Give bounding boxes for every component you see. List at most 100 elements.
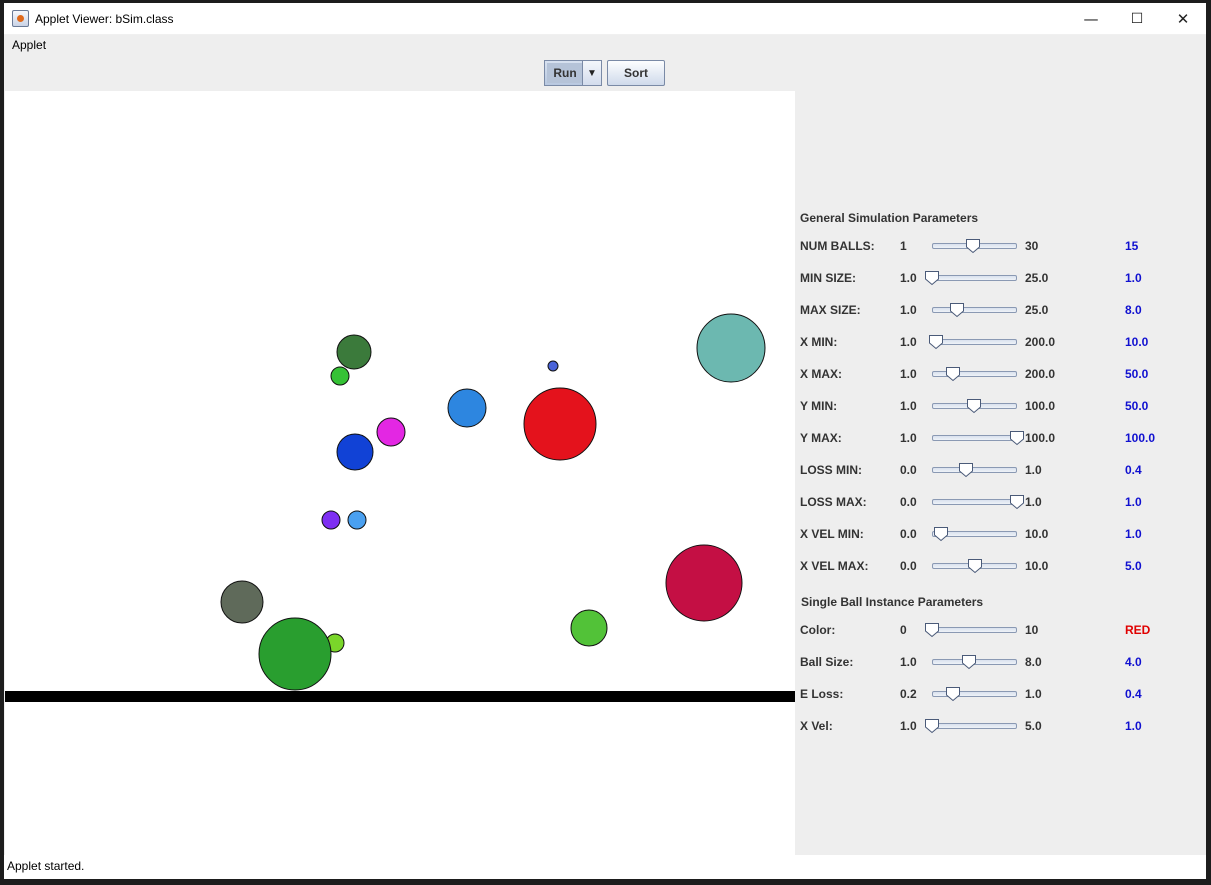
param-max: 100.0	[1025, 399, 1056, 413]
slider-thumb-icon[interactable]	[945, 366, 961, 382]
slider-thumb-icon[interactable]	[924, 718, 940, 734]
param-max: 25.0	[1025, 271, 1049, 285]
param-min: 0.0	[900, 559, 917, 573]
run-mode-dropdown[interactable]: Run ▼	[544, 60, 602, 86]
slider-thumb-icon[interactable]	[1009, 430, 1025, 446]
param-label: MIN SIZE:	[800, 271, 856, 285]
slider-thumb-icon[interactable]	[967, 558, 983, 574]
param-slider-track[interactable]	[932, 467, 1017, 473]
slider-thumb-icon[interactable]	[965, 238, 981, 254]
ball	[321, 510, 341, 530]
param-label: X MIN:	[800, 335, 838, 349]
param-row: X MIN: 1.0 200.0 10.0	[795, 332, 1206, 352]
slider-thumb-icon[interactable]	[961, 654, 977, 670]
dropdown-arrow-icon[interactable]: ▼	[582, 61, 601, 85]
param-row: Color: 0 10 RED	[795, 620, 1206, 640]
ball	[447, 388, 487, 428]
ground-line	[5, 691, 795, 702]
ball	[547, 360, 559, 372]
param-label: MAX SIZE:	[800, 303, 861, 317]
param-slider-track[interactable]	[932, 531, 1017, 537]
slider-thumb-icon[interactable]	[924, 270, 940, 286]
param-value: 4.0	[1125, 655, 1142, 669]
param-max: 10.0	[1025, 559, 1049, 573]
param-label: LOSS MIN:	[800, 463, 862, 477]
slider-thumb-icon[interactable]	[928, 334, 944, 350]
param-max: 10	[1025, 623, 1039, 637]
param-min: 1.0	[900, 367, 917, 381]
param-slider-track[interactable]	[932, 307, 1017, 313]
param-value: 5.0	[1125, 559, 1142, 573]
menu-applet[interactable]: Applet	[12, 38, 47, 52]
close-button[interactable]: ✕	[1176, 10, 1190, 28]
param-max: 30	[1025, 239, 1039, 253]
param-max: 100.0	[1025, 431, 1056, 445]
param-row: LOSS MAX: 0.0 1.0 1.0	[795, 492, 1206, 512]
menu-bar: Applet	[4, 36, 1206, 56]
param-min: 0.0	[900, 527, 917, 541]
ball	[258, 617, 332, 691]
param-slider-track[interactable]	[932, 435, 1017, 441]
param-label: Y MIN:	[800, 399, 838, 413]
applet-viewer-window: Applet Viewer: bSim.class — ☐ ✕ Applet R…	[4, 3, 1206, 879]
param-value: 50.0	[1125, 367, 1149, 381]
param-slider-track[interactable]	[932, 371, 1017, 377]
param-value: 0.4	[1125, 687, 1142, 701]
general-params-title: General Simulation Parameters	[800, 211, 979, 225]
param-min: 1	[900, 239, 907, 253]
param-row: Ball Size: 1.0 8.0 4.0	[795, 652, 1206, 672]
ball	[376, 417, 406, 447]
param-max: 5.0	[1025, 719, 1042, 733]
ball	[220, 580, 264, 624]
slider-thumb-icon[interactable]	[945, 686, 961, 702]
param-slider-track[interactable]	[932, 691, 1017, 697]
param-slider-track[interactable]	[932, 723, 1017, 729]
param-slider-track[interactable]	[932, 499, 1017, 505]
param-slider-track[interactable]	[932, 339, 1017, 345]
param-value: 0.4	[1125, 463, 1142, 477]
param-min: 0	[900, 623, 907, 637]
window-title: Applet Viewer: bSim.class	[35, 12, 174, 26]
param-row: X MAX: 1.0 200.0 50.0	[795, 364, 1206, 384]
param-row: X Vel: 1.0 5.0 1.0	[795, 716, 1206, 736]
param-label: X VEL MAX:	[800, 559, 869, 573]
ball	[570, 609, 608, 647]
maximize-button[interactable]: ☐	[1130, 11, 1144, 27]
param-row: MIN SIZE: 1.0 25.0 1.0	[795, 268, 1206, 288]
param-max: 10.0	[1025, 527, 1049, 541]
slider-thumb-icon[interactable]	[924, 622, 940, 638]
ball	[336, 334, 372, 370]
param-value: 15	[1125, 239, 1139, 253]
param-max: 200.0	[1025, 367, 1056, 381]
param-min: 0.2	[900, 687, 917, 701]
slider-thumb-icon[interactable]	[966, 398, 982, 414]
param-min: 1.0	[900, 303, 917, 317]
minimize-button[interactable]: —	[1083, 10, 1099, 28]
param-min: 1.0	[900, 719, 917, 733]
param-slider-track[interactable]	[932, 275, 1017, 281]
slider-thumb-icon[interactable]	[1009, 494, 1025, 510]
slider-thumb-icon[interactable]	[933, 526, 949, 542]
param-label: E Loss:	[800, 687, 844, 701]
param-label: Ball Size:	[800, 655, 854, 669]
param-label: X Vel:	[800, 719, 833, 733]
parameters-panel: General Simulation Parameters NUM BALLS:…	[795, 91, 1206, 855]
param-value: 1.0	[1125, 495, 1142, 509]
slider-thumb-icon[interactable]	[949, 302, 965, 318]
ball	[665, 544, 743, 622]
param-slider-track[interactable]	[932, 627, 1017, 633]
param-value: 1.0	[1125, 719, 1142, 733]
param-row: LOSS MIN: 0.0 1.0 0.4	[795, 460, 1206, 480]
single-params-title: Single Ball Instance Parameters	[801, 595, 984, 609]
ball	[523, 387, 597, 461]
simulation-canvas[interactable]	[5, 91, 795, 855]
param-row: Y MAX: 1.0 100.0 100.0	[795, 428, 1206, 448]
java-applet-icon	[12, 10, 29, 27]
slider-thumb-icon[interactable]	[958, 462, 974, 478]
sort-button[interactable]: Sort	[607, 60, 665, 86]
param-min: 0.0	[900, 495, 917, 509]
param-value: 1.0	[1125, 527, 1142, 541]
param-row: E Loss: 0.2 1.0 0.4	[795, 684, 1206, 704]
param-max: 1.0	[1025, 463, 1042, 477]
param-label: Y MAX:	[800, 431, 842, 445]
